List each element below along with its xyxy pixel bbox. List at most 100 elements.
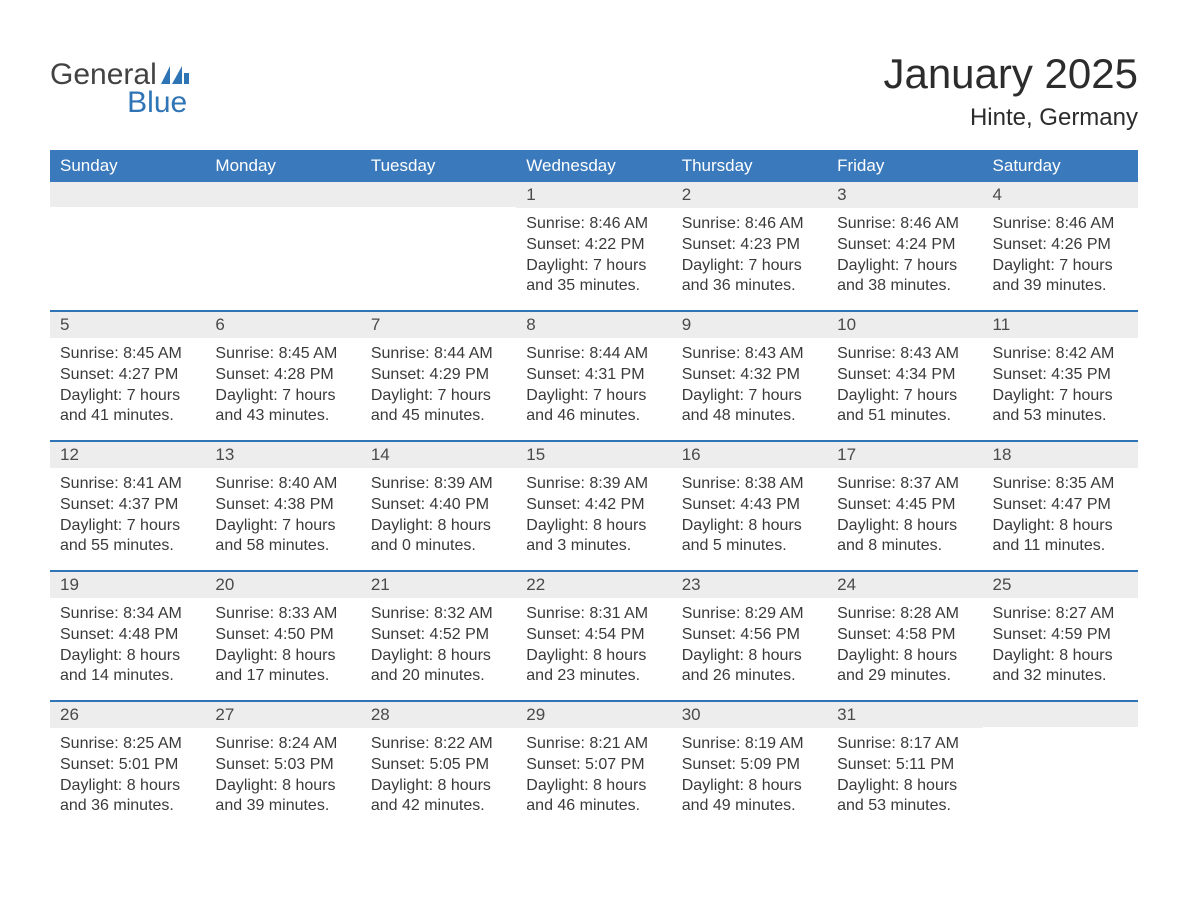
day-body: Sunrise: 8:33 AMSunset: 4:50 PMDaylight:… [205, 598, 360, 697]
day-cell: 18Sunrise: 8:35 AMSunset: 4:47 PMDayligh… [983, 442, 1138, 570]
day-number: 2 [672, 182, 827, 208]
day-cell [50, 182, 205, 310]
day-body: Sunrise: 8:46 AMSunset: 4:22 PMDaylight:… [516, 208, 671, 307]
day-body: Sunrise: 8:29 AMSunset: 4:56 PMDaylight:… [672, 598, 827, 697]
day-body: Sunrise: 8:19 AMSunset: 5:09 PMDaylight:… [672, 728, 827, 827]
sunset-text: Sunset: 4:29 PM [371, 365, 506, 386]
sunrise-text: Sunrise: 8:31 AM [526, 604, 661, 625]
weekday-header: Saturday [983, 150, 1138, 182]
daylight1-text: Daylight: 8 hours [837, 516, 972, 537]
sunset-text: Sunset: 4:28 PM [215, 365, 350, 386]
sunset-text: Sunset: 4:24 PM [837, 235, 972, 256]
sunset-text: Sunset: 4:54 PM [526, 625, 661, 646]
sunrise-text: Sunrise: 8:44 AM [526, 344, 661, 365]
day-body: Sunrise: 8:27 AMSunset: 4:59 PMDaylight:… [983, 598, 1138, 697]
day-body: Sunrise: 8:35 AMSunset: 4:47 PMDaylight:… [983, 468, 1138, 567]
month-title: January 2025 [883, 50, 1138, 98]
day-cell: 8Sunrise: 8:44 AMSunset: 4:31 PMDaylight… [516, 312, 671, 440]
calendar-page: General Blue January 2025 Hinte, Germany… [0, 0, 1188, 860]
sunrise-text: Sunrise: 8:17 AM [837, 734, 972, 755]
daylight2-text: and 48 minutes. [682, 406, 817, 427]
day-cell: 31Sunrise: 8:17 AMSunset: 5:11 PMDayligh… [827, 702, 982, 830]
day-body: Sunrise: 8:38 AMSunset: 4:43 PMDaylight:… [672, 468, 827, 567]
day-body: Sunrise: 8:39 AMSunset: 4:42 PMDaylight:… [516, 468, 671, 567]
day-body: Sunrise: 8:17 AMSunset: 5:11 PMDaylight:… [827, 728, 982, 827]
sunrise-text: Sunrise: 8:40 AM [215, 474, 350, 495]
day-number: 24 [827, 572, 982, 598]
logo-flag-icon [161, 66, 189, 84]
day-cell [361, 182, 516, 310]
weekday-header: Monday [205, 150, 360, 182]
sunset-text: Sunset: 5:03 PM [215, 755, 350, 776]
sunset-text: Sunset: 5:07 PM [526, 755, 661, 776]
weeks-container: 1Sunrise: 8:46 AMSunset: 4:22 PMDaylight… [50, 182, 1138, 830]
day-cell [205, 182, 360, 310]
day-body: Sunrise: 8:22 AMSunset: 5:05 PMDaylight:… [361, 728, 516, 827]
daylight1-text: Daylight: 7 hours [371, 386, 506, 407]
day-number: 22 [516, 572, 671, 598]
daylight1-text: Daylight: 8 hours [837, 776, 972, 797]
day-number: 29 [516, 702, 671, 728]
sunrise-text: Sunrise: 8:43 AM [682, 344, 817, 365]
sunrise-text: Sunrise: 8:43 AM [837, 344, 972, 365]
day-cell: 10Sunrise: 8:43 AMSunset: 4:34 PMDayligh… [827, 312, 982, 440]
day-body: Sunrise: 8:39 AMSunset: 4:40 PMDaylight:… [361, 468, 516, 567]
sunrise-text: Sunrise: 8:21 AM [526, 734, 661, 755]
daylight2-text: and 45 minutes. [371, 406, 506, 427]
day-number: 6 [205, 312, 360, 338]
day-number [983, 702, 1138, 727]
sunset-text: Sunset: 4:35 PM [993, 365, 1128, 386]
daylight2-text: and 39 minutes. [215, 796, 350, 817]
daylight1-text: Daylight: 8 hours [60, 776, 195, 797]
daylight1-text: Daylight: 7 hours [837, 386, 972, 407]
daylight1-text: Daylight: 8 hours [371, 646, 506, 667]
day-body: Sunrise: 8:25 AMSunset: 5:01 PMDaylight:… [50, 728, 205, 827]
daylight2-text: and 43 minutes. [215, 406, 350, 427]
sunset-text: Sunset: 4:40 PM [371, 495, 506, 516]
sunrise-text: Sunrise: 8:34 AM [60, 604, 195, 625]
sunrise-text: Sunrise: 8:39 AM [526, 474, 661, 495]
sunrise-text: Sunrise: 8:45 AM [215, 344, 350, 365]
daylight2-text: and 23 minutes. [526, 666, 661, 687]
day-cell: 15Sunrise: 8:39 AMSunset: 4:42 PMDayligh… [516, 442, 671, 570]
location-text: Hinte, Germany [883, 104, 1138, 132]
daylight1-text: Daylight: 7 hours [215, 516, 350, 537]
day-cell: 12Sunrise: 8:41 AMSunset: 4:37 PMDayligh… [50, 442, 205, 570]
daylight1-text: Daylight: 7 hours [526, 256, 661, 277]
daylight1-text: Daylight: 8 hours [682, 516, 817, 537]
sunset-text: Sunset: 4:34 PM [837, 365, 972, 386]
sunset-text: Sunset: 4:42 PM [526, 495, 661, 516]
day-number: 30 [672, 702, 827, 728]
weekday-header: Thursday [672, 150, 827, 182]
daylight2-text: and 36 minutes. [682, 276, 817, 297]
sunrise-text: Sunrise: 8:28 AM [837, 604, 972, 625]
day-cell: 16Sunrise: 8:38 AMSunset: 4:43 PMDayligh… [672, 442, 827, 570]
sunset-text: Sunset: 5:11 PM [837, 755, 972, 776]
daylight1-text: Daylight: 7 hours [215, 386, 350, 407]
day-number: 7 [361, 312, 516, 338]
daylight2-text: and 46 minutes. [526, 796, 661, 817]
daylight2-text: and 55 minutes. [60, 536, 195, 557]
day-number: 9 [672, 312, 827, 338]
day-cell: 20Sunrise: 8:33 AMSunset: 4:50 PMDayligh… [205, 572, 360, 700]
day-cell: 3Sunrise: 8:46 AMSunset: 4:24 PMDaylight… [827, 182, 982, 310]
daylight2-text: and 49 minutes. [682, 796, 817, 817]
day-body: Sunrise: 8:46 AMSunset: 4:23 PMDaylight:… [672, 208, 827, 307]
day-number: 23 [672, 572, 827, 598]
sunrise-text: Sunrise: 8:19 AM [682, 734, 817, 755]
daylight1-text: Daylight: 8 hours [682, 646, 817, 667]
daylight1-text: Daylight: 7 hours [526, 386, 661, 407]
day-body: Sunrise: 8:37 AMSunset: 4:45 PMDaylight:… [827, 468, 982, 567]
daylight1-text: Daylight: 8 hours [215, 776, 350, 797]
daylight1-text: Daylight: 7 hours [993, 256, 1128, 277]
daylight1-text: Daylight: 7 hours [837, 256, 972, 277]
day-number: 15 [516, 442, 671, 468]
daylight2-text: and 39 minutes. [993, 276, 1128, 297]
sunset-text: Sunset: 4:26 PM [993, 235, 1128, 256]
sunrise-text: Sunrise: 8:33 AM [215, 604, 350, 625]
week-row: 26Sunrise: 8:25 AMSunset: 5:01 PMDayligh… [50, 700, 1138, 830]
day-number: 20 [205, 572, 360, 598]
logo: General Blue [50, 50, 189, 118]
sunset-text: Sunset: 4:32 PM [682, 365, 817, 386]
day-number: 3 [827, 182, 982, 208]
